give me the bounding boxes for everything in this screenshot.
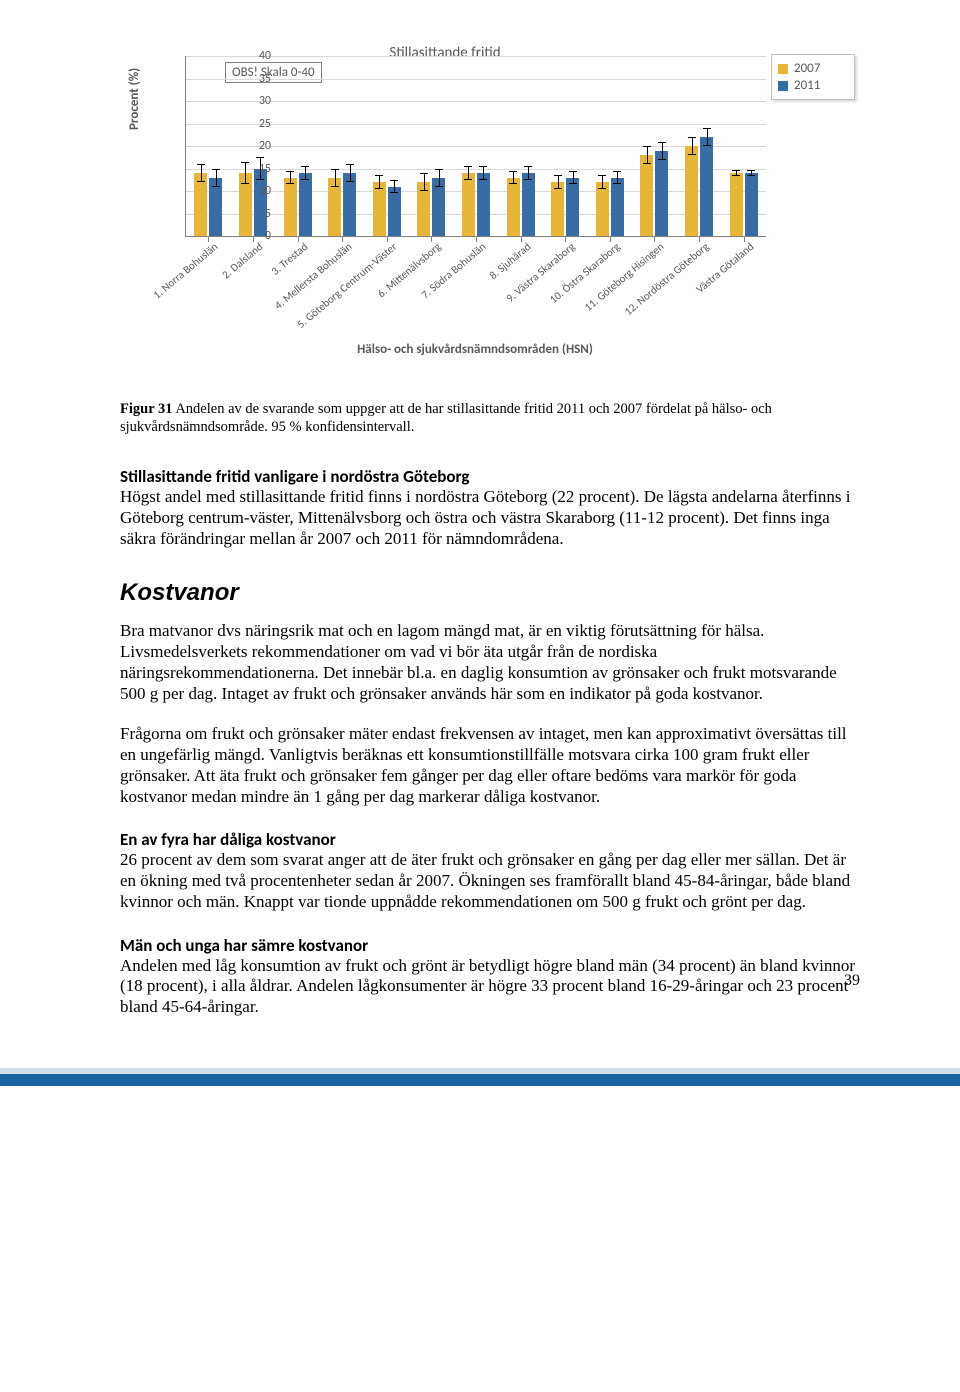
paragraph: Frågorna om frukt och grönsaker mäter en… bbox=[120, 724, 860, 807]
bar-group bbox=[543, 56, 588, 236]
bar bbox=[477, 173, 490, 236]
bar-group bbox=[498, 56, 543, 236]
legend-swatch-2011 bbox=[778, 81, 788, 91]
bar-group bbox=[186, 56, 231, 236]
y-axis-label: Procent (%) bbox=[127, 68, 142, 130]
bar bbox=[700, 137, 713, 236]
bar bbox=[507, 178, 520, 237]
bar-group bbox=[275, 56, 320, 236]
subheading-man-unga: Män och unga har sämre kostvanor bbox=[120, 935, 860, 956]
subheading-en-av-fyra: En av fyra har dåliga kostvanor bbox=[120, 829, 860, 850]
x-axis-label: Hälso- och sjukvårdsnämndsområden (HSN) bbox=[185, 342, 765, 357]
bar bbox=[522, 173, 535, 236]
bar bbox=[462, 173, 475, 236]
y-tick-label: 25 bbox=[241, 117, 271, 131]
bar bbox=[254, 169, 267, 237]
bar bbox=[611, 178, 624, 237]
y-tick-label: 20 bbox=[241, 139, 271, 153]
paragraph: 26 procent av dem som svarat anger att d… bbox=[120, 850, 860, 912]
bar bbox=[417, 182, 430, 236]
figure-caption: Figur 31 Andelen av de svarande som uppg… bbox=[120, 400, 860, 436]
bar bbox=[194, 173, 207, 236]
bar bbox=[284, 178, 297, 237]
bar bbox=[596, 182, 609, 236]
bar bbox=[730, 173, 743, 236]
bar bbox=[551, 182, 564, 236]
bar-group bbox=[587, 56, 632, 236]
bar bbox=[685, 146, 698, 236]
bar bbox=[373, 182, 386, 236]
bar-group bbox=[454, 56, 499, 236]
y-tick-label: 5 bbox=[241, 207, 271, 221]
bar bbox=[566, 178, 579, 237]
bar bbox=[239, 173, 252, 236]
footer-stripe-dark bbox=[0, 1074, 960, 1086]
paragraph: Andelen med låg konsumtion av frukt och … bbox=[120, 956, 860, 1018]
bar-group bbox=[409, 56, 454, 236]
figure-caption-text: Andelen av de svarande som uppger att de… bbox=[120, 401, 772, 435]
bar-group bbox=[721, 56, 766, 236]
y-tick-label: 35 bbox=[241, 72, 271, 86]
bar bbox=[432, 178, 445, 237]
bar bbox=[745, 173, 758, 236]
bar bbox=[640, 155, 653, 236]
figure-number: Figur 31 bbox=[120, 401, 173, 417]
paragraph: Högst andel med stillasittande fritid fi… bbox=[120, 487, 860, 549]
page-number: 39 bbox=[844, 972, 860, 990]
bar bbox=[328, 178, 341, 237]
bar-group bbox=[677, 56, 722, 236]
bar-group bbox=[320, 56, 365, 236]
y-tick-label: 30 bbox=[241, 94, 271, 108]
y-tick-label: 15 bbox=[241, 162, 271, 176]
subheading-stillasittande: Stillasittande fritid vanligare i nordös… bbox=[120, 466, 860, 487]
bar bbox=[388, 187, 401, 237]
legend-swatch-2007 bbox=[778, 64, 788, 74]
legend-label: 2007 bbox=[794, 61, 820, 76]
legend-item: 2011 bbox=[778, 78, 848, 93]
chart-container: Stillasittande fritid OBS! Skala 0-40 20… bbox=[125, 40, 855, 390]
chart-legend: 2007 2011 bbox=[771, 54, 855, 100]
y-tick-label: 40 bbox=[241, 49, 271, 63]
legend-item: 2007 bbox=[778, 61, 848, 76]
bar bbox=[343, 173, 356, 236]
bar bbox=[655, 151, 668, 237]
chart-plot-area bbox=[185, 56, 766, 237]
paragraph: Bra matvanor dvs näringsrik mat och en l… bbox=[120, 621, 860, 704]
heading-kostvanor: Kostvanor bbox=[120, 579, 860, 607]
footer-stripe bbox=[0, 1068, 960, 1108]
y-tick-label: 10 bbox=[241, 184, 271, 198]
bar bbox=[299, 173, 312, 236]
bar-group bbox=[364, 56, 409, 236]
legend-label: 2011 bbox=[794, 78, 820, 93]
bar-group bbox=[632, 56, 677, 236]
bar bbox=[209, 178, 222, 237]
